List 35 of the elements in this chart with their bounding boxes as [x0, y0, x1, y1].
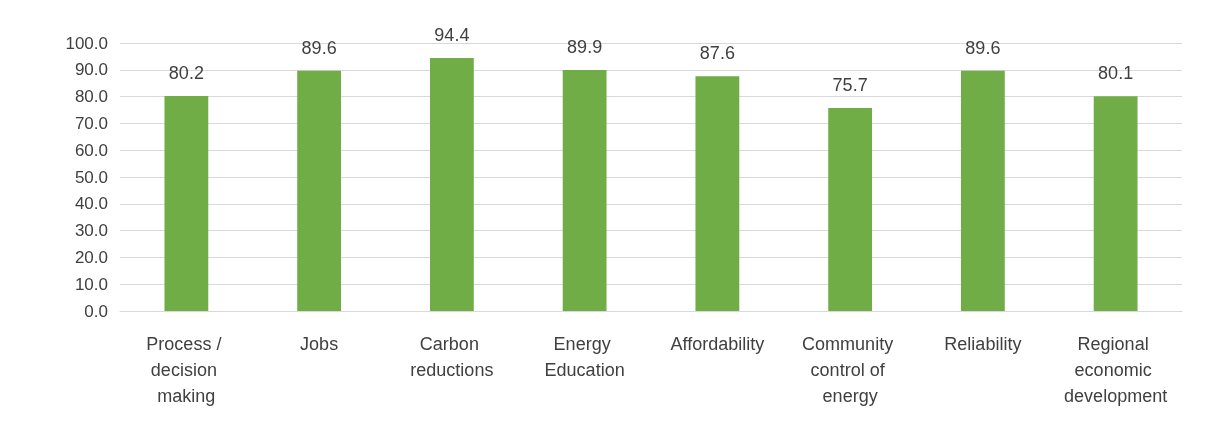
data-label: 89.6: [965, 37, 1001, 58]
bar: [1093, 96, 1138, 311]
y-tick-label: 40.0: [74, 194, 108, 214]
y-tick-label: 90.0: [74, 60, 108, 80]
y-tick-label: 10.0: [74, 274, 108, 294]
data-label: 80.2: [168, 63, 204, 84]
data-label: 80.1: [1098, 63, 1134, 84]
x-tick-label: Carbon reductions: [410, 334, 494, 380]
y-tick-label: 80.0: [74, 87, 108, 107]
data-label: 75.7: [832, 75, 868, 96]
data-label: 87.6: [699, 43, 735, 64]
bar: [429, 58, 474, 311]
y-tick-label: 100.0: [65, 33, 108, 53]
x-tick-label: Energy Education: [544, 334, 625, 380]
x-tick-label: Community control of energy: [802, 334, 899, 406]
y-tick-label: 0.0: [84, 301, 108, 321]
x-tick-label: Jobs: [300, 334, 339, 354]
bar: [297, 70, 342, 311]
bar: [562, 70, 607, 311]
data-label: 89.9: [567, 37, 603, 58]
x-tick-label: Affordability: [670, 334, 765, 354]
data-label: 89.6: [301, 37, 337, 58]
bar: [164, 96, 209, 311]
x-tick-label: Reliability: [944, 334, 1022, 354]
y-tick-label: 30.0: [74, 221, 108, 241]
bar: [828, 108, 873, 311]
y-tick-label: 20.0: [74, 247, 108, 267]
bar: [695, 76, 740, 311]
data-label: 94.4: [434, 25, 470, 46]
x-tick-label: Process / decision making: [146, 334, 227, 406]
y-tick-label: 60.0: [74, 140, 108, 160]
y-tick-label: 70.0: [74, 113, 108, 133]
bar: [960, 70, 1005, 311]
x-tick-label: Regional economic development: [1064, 334, 1168, 406]
y-tick-label: 50.0: [74, 167, 108, 187]
